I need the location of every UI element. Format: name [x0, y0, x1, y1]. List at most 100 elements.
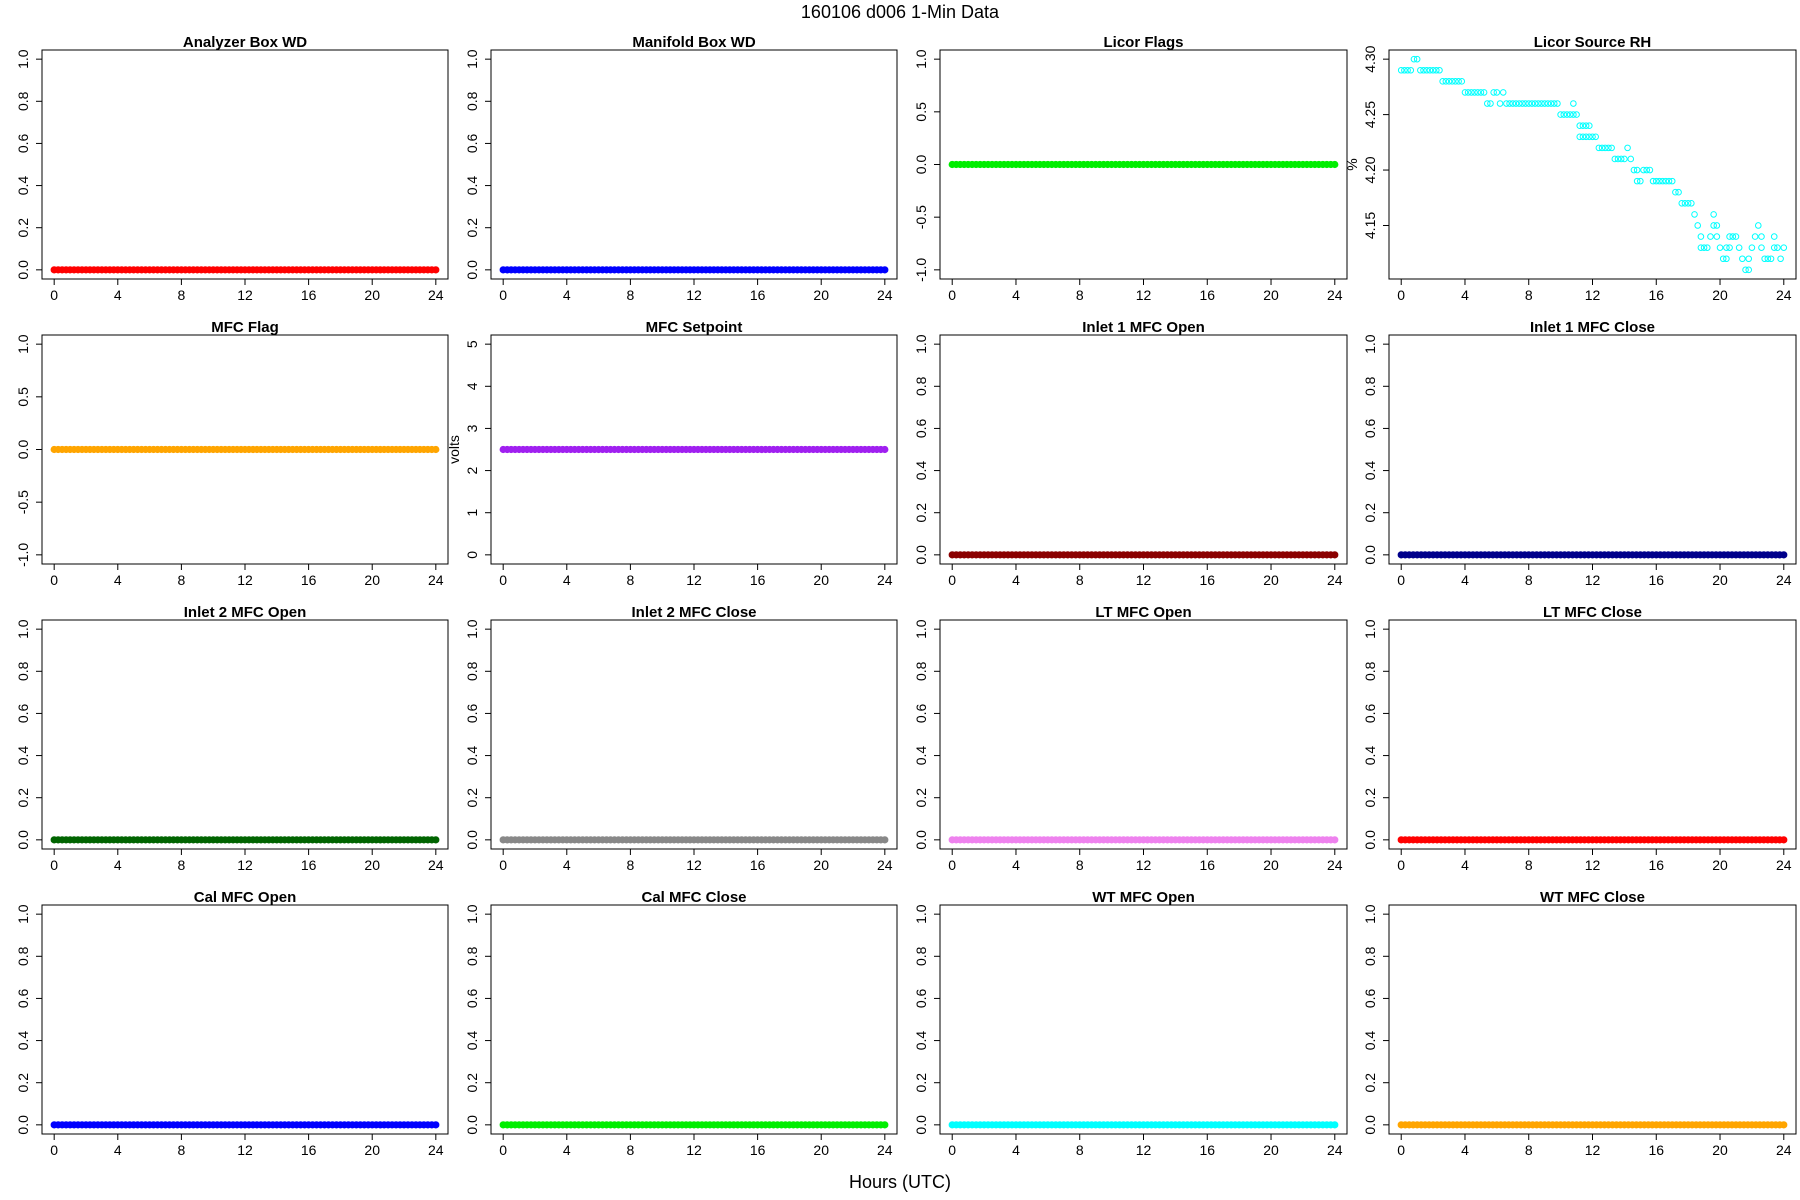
data-point: [1531, 100, 1539, 107]
x-tick-label: 12: [686, 572, 702, 588]
panel-title: Cal MFC Open: [194, 889, 297, 906]
y-tick-label: 0.8: [15, 946, 31, 966]
data-point: [1684, 200, 1692, 207]
plot-frame: [939, 904, 1348, 1135]
panel-title: MFC Flag: [211, 319, 279, 336]
data-point: [1401, 66, 1408, 74]
data-point: [1697, 233, 1705, 240]
data-point: [1710, 222, 1717, 229]
x-tick-label: 16: [750, 1142, 766, 1158]
plot-frame: [41, 619, 449, 850]
y-tick-label: 1.0: [1362, 904, 1378, 924]
x-tick-label: 4: [563, 1142, 571, 1158]
data-point: [1716, 244, 1724, 251]
data-point: [1525, 100, 1533, 107]
y-tick-label: 1.0: [1362, 619, 1378, 639]
x-tick-label: 12: [686, 287, 702, 303]
y-tick-label: 0.4: [15, 746, 31, 766]
y-tick-label: 0.6: [15, 703, 31, 723]
y-axis: 0.0 0.2 0.4 0.6 0.8 1.0: [1362, 334, 1390, 565]
plot-frame: [490, 904, 898, 1135]
y-tick-label: 0.8: [1362, 376, 1378, 396]
x-tick-label: 20: [364, 572, 380, 588]
data-point: [1586, 133, 1593, 141]
data-point: [1439, 78, 1446, 85]
x-tick-label: 24: [1327, 857, 1343, 873]
x-tick-label: 4: [1012, 572, 1020, 588]
x-tick-label: 20: [813, 857, 829, 873]
x-tick-label: 20: [1263, 287, 1279, 303]
x-tick-label: 0: [50, 572, 58, 588]
data-point: [1640, 166, 1647, 174]
data-series: [948, 160, 1339, 169]
data-point: [1413, 55, 1421, 63]
data-point: [1662, 177, 1670, 185]
plot-frame: [490, 619, 898, 850]
data-point: [1748, 244, 1756, 251]
data-point: [1637, 177, 1644, 185]
panel-title: Inlet 1 MFC Close: [1530, 319, 1655, 336]
panel-11: LT MFC Open 0 4 8 12 16 20 24 0.0 0.2 0.4 0.6 0.8 1.0: [913, 604, 1348, 873]
data-point: [881, 836, 889, 844]
x-tick-label: 8: [1525, 572, 1533, 588]
x-tick-label: 16: [750, 857, 766, 873]
y-tick-label: 1.0: [913, 334, 929, 354]
data-point: [1560, 111, 1568, 118]
data-point: [1697, 244, 1705, 251]
x-tick-label: 4: [1461, 857, 1469, 873]
data-point: [1758, 233, 1765, 240]
plot-frame: [41, 904, 449, 1135]
data-series: [1397, 1121, 1788, 1129]
data-point: [1468, 89, 1475, 96]
data-point: [1455, 78, 1462, 85]
y-tick-label: -0.5: [15, 490, 31, 514]
plot-frame: [41, 49, 449, 280]
y-tick-label: 1.0: [913, 619, 929, 639]
data-point: [1566, 111, 1574, 118]
x-tick-label: 4: [114, 1142, 122, 1158]
x-tick-label: 8: [177, 572, 185, 588]
y-tick-label: 4.25: [1362, 101, 1378, 128]
data-point: [1557, 111, 1564, 118]
x-tick-label: 24: [1776, 287, 1792, 303]
x-tick-label: 24: [1327, 572, 1343, 588]
data-point: [881, 1121, 889, 1129]
x-axis: 0 4 8 12 16 20 24: [50, 563, 444, 588]
x-tick-label: 8: [1525, 1142, 1533, 1158]
y-tick-label: 0.6: [913, 988, 929, 1008]
y-tick-label: 0.8: [913, 946, 929, 966]
data-point: [1608, 144, 1615, 152]
panel-8: Inlet 1 MFC Close 0 4 8 12 16 20 24 0.0 0.2 0.4 0.6…: [1362, 319, 1797, 588]
data-point: [1707, 233, 1714, 240]
data-point: [1579, 133, 1587, 141]
data-point: [1554, 100, 1561, 107]
y-tick-label: 0.0: [464, 260, 480, 280]
x-axis: 0 4 8 12 16 20 24: [50, 848, 444, 873]
panel-title: LT MFC Open: [1095, 604, 1191, 621]
x-axis: 0 4 8 12 16 20 24: [1397, 563, 1792, 588]
data-point: [1652, 177, 1660, 185]
y-tick-label: -0.5: [913, 205, 929, 229]
x-tick-label: 16: [1199, 572, 1215, 588]
y-tick-label: 0.8: [1362, 661, 1378, 681]
data-series: [499, 1121, 889, 1129]
data-series: [948, 1121, 1339, 1129]
y-tick-label: 4.15: [1362, 212, 1378, 239]
data-point: [1614, 155, 1622, 163]
y-tick-label: 0.0: [913, 155, 929, 175]
data-point: [1331, 836, 1339, 844]
panel-5: MFC Flag 0 4 8 12 16 20 24 -1.0 -0.5 0.0 0.5 1.0: [15, 319, 449, 588]
x-axis: 0 4 8 12 16 20 24: [50, 278, 444, 303]
x-tick-label: 0: [1397, 572, 1405, 588]
x-tick-label: 12: [1585, 1142, 1601, 1158]
data-point: [1726, 233, 1733, 240]
data-point: [1611, 155, 1619, 163]
x-tick-label: 0: [948, 1142, 956, 1158]
data-point: [1780, 836, 1788, 844]
x-tick-label: 4: [114, 857, 122, 873]
x-tick-label: 8: [1076, 572, 1084, 588]
data-point: [1331, 1121, 1339, 1129]
panel-3: Licor Flags 0 4 8 12 16 20 24 -1.0 -0.5 0.0 0.5 1.0: [913, 34, 1348, 303]
data-point: [1483, 100, 1491, 107]
